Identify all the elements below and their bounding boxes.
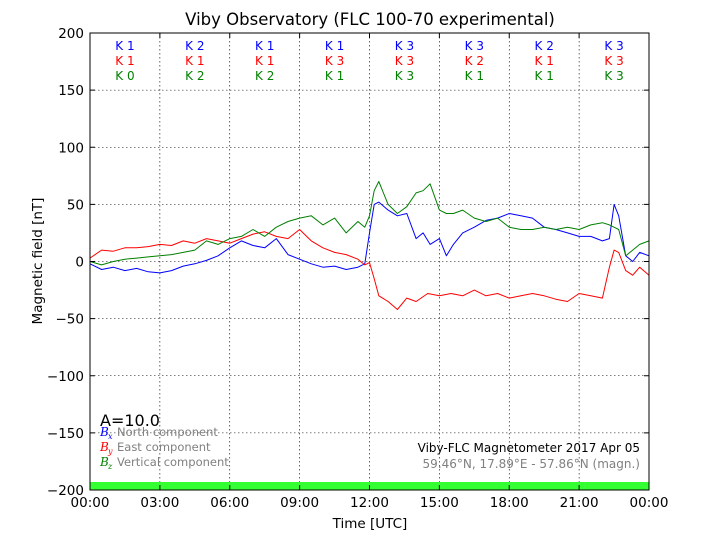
x-tick-label: 15:00 [420,495,459,511]
k-index-east: K 1 [255,54,274,68]
k-index-north: K 2 [185,39,204,53]
x-tick-label: 00:00 [630,495,669,511]
legend-subscript: z [107,462,113,471]
k-index-north: K 2 [535,39,554,53]
y-tick-label: −50 [56,312,85,328]
k-index-vertical: K 1 [325,69,344,83]
x-tick-label: 06:00 [210,495,249,511]
series-lines [89,181,650,310]
k-index-north: K 3 [465,39,484,53]
k-index-north: K 3 [604,39,623,53]
k-index-vertical: K 1 [535,69,554,83]
x-tick-label: 18:00 [490,495,529,511]
x-tick-label: 12:00 [350,495,389,511]
series-line-x [89,201,650,274]
k-index-vertical: K 2 [185,69,204,83]
y-tick-label: 150 [58,83,84,99]
chart-title: Viby Observatory (FLC 100-70 experimenta… [185,10,555,29]
legend-entry: Vertical component [117,455,229,469]
k-index-east: K 3 [395,54,414,68]
k-index-vertical: K 3 [395,69,414,83]
y-tick-label: 200 [58,26,84,42]
x-axis-label: Time [UTC] [332,516,408,532]
legend-entry: North component [117,425,218,439]
k-index-north: K 1 [115,39,134,53]
y-tick-label: −100 [47,369,84,385]
y-axis-label: Magnetic field [nT] [30,198,46,325]
k-index-north: K 1 [255,39,274,53]
y-tick-label: 100 [58,140,84,156]
legend-subscript: y [107,447,113,456]
a-index-text: A=10.0 [100,411,160,430]
x-tick-label: 21:00 [560,495,599,511]
y-tick-label: 0 [75,255,84,271]
y-tick-label: 50 [67,197,84,213]
k-index-vertical: K 3 [604,69,623,83]
k-index-east: K 2 [465,54,484,68]
x-tick-label: 09:00 [280,495,319,511]
k-index-vertical: K 0 [115,69,134,83]
x-tick-label: 03:00 [140,495,179,511]
y-tick-label: −150 [47,426,84,442]
legend-entry: East component [117,440,211,454]
k-index-north: K 1 [325,39,344,53]
legend-symbol: B [99,425,109,439]
k-index-north: K 3 [395,39,414,53]
series-line-y [89,229,650,310]
k-index-east: K 1 [115,54,134,68]
k-index-east: K 3 [604,54,623,68]
series-line-z [89,181,650,266]
grid-lines [89,32,650,491]
k-index-east: K 1 [185,54,204,68]
axis-ticks [89,32,650,491]
k-index-vertical: K 1 [465,69,484,83]
legend-symbol: B [99,455,109,469]
location-info: 59.46°N, 17.89°E - 57.86°N (magn.) [423,457,640,471]
k-index-east: K 1 [535,54,554,68]
y-tick-label: −200 [47,483,84,499]
k-index-vertical: K 2 [255,69,274,83]
tick-labels: 00:00 03:00 06:00 09:00 12:00 15:00 18:00 21:00… [47,26,669,511]
legend-subscript: x [108,432,113,441]
x-tick-label: 00:00 [71,495,110,511]
k-index-east: K 3 [325,54,344,68]
magnetometer-info: Viby-FLC Magnetometer 2017 Apr 05 [418,441,640,455]
legend-symbol: B [99,440,109,454]
